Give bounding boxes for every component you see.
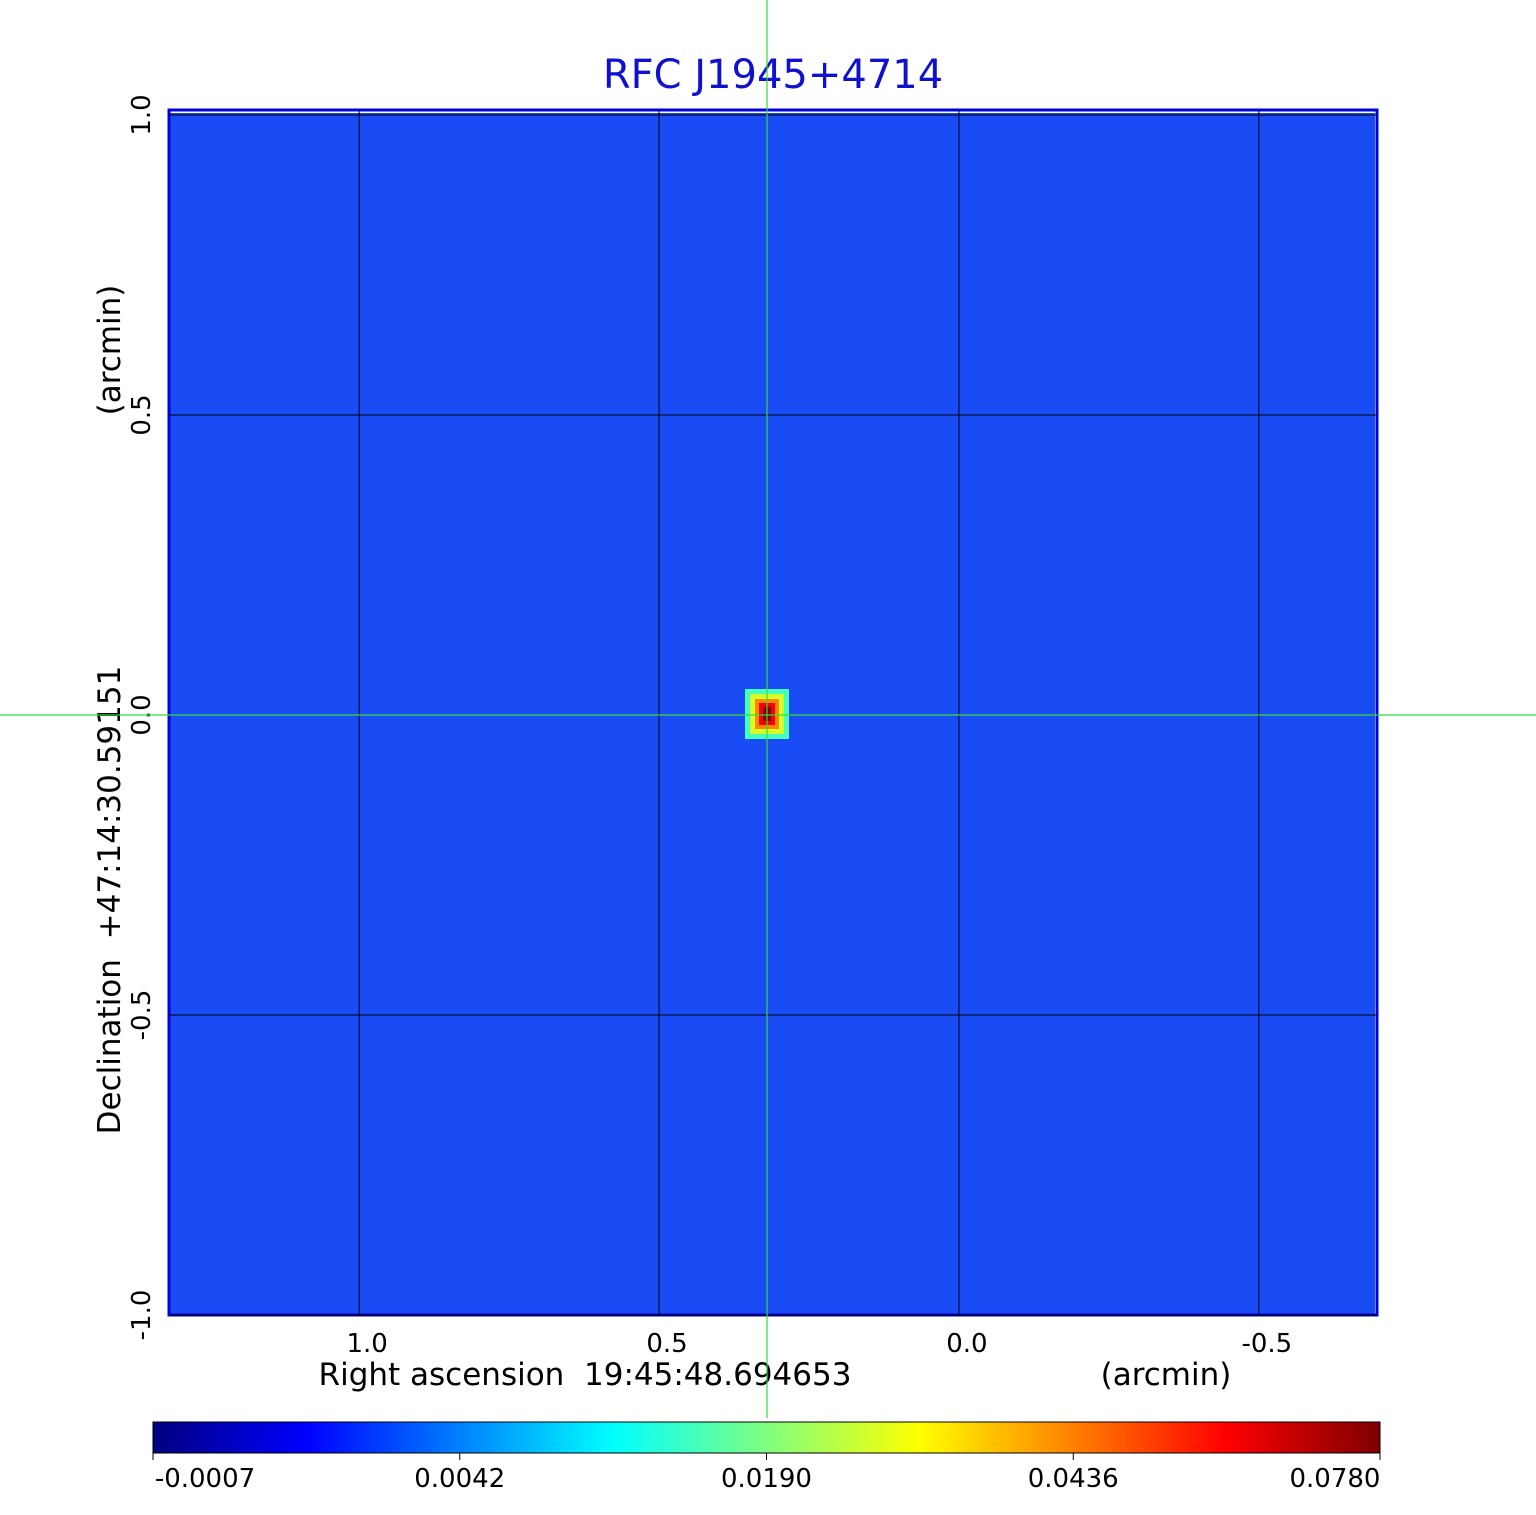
x-tick-label: -0.5 bbox=[1241, 1329, 1292, 1359]
y-tick-label: 0.5 bbox=[127, 394, 157, 435]
colorbar-tick-label: 0.0042 bbox=[414, 1464, 505, 1494]
y-tick-label: 1.0 bbox=[127, 94, 157, 135]
colorbar-tick-label: 0.0436 bbox=[1028, 1464, 1119, 1494]
y-axis-unit: (arcmin) bbox=[92, 285, 128, 416]
y-tick-label: -1.0 bbox=[127, 1290, 157, 1341]
colorbar-tick-label: 0.0780 bbox=[1290, 1464, 1381, 1494]
y-axis-label: Declination +47:14:30.59151 bbox=[92, 666, 128, 1135]
x-tick-label: 0.0 bbox=[946, 1329, 987, 1359]
chart-title: RFC J1945+4714 bbox=[603, 52, 943, 98]
colorbar bbox=[152, 1421, 1381, 1454]
x-axis-unit: (arcmin) bbox=[1101, 1357, 1232, 1393]
x-tick-label: 0.5 bbox=[646, 1329, 687, 1359]
colorbar-tick-label: 0.0190 bbox=[721, 1464, 812, 1494]
colorbar-tick-label: -0.0007 bbox=[155, 1464, 255, 1494]
x-axis-label: Right ascension 19:45:48.694653 bbox=[319, 1357, 852, 1393]
y-tick-label: -0.5 bbox=[127, 990, 157, 1041]
x-tick-label: 1.0 bbox=[346, 1329, 387, 1359]
